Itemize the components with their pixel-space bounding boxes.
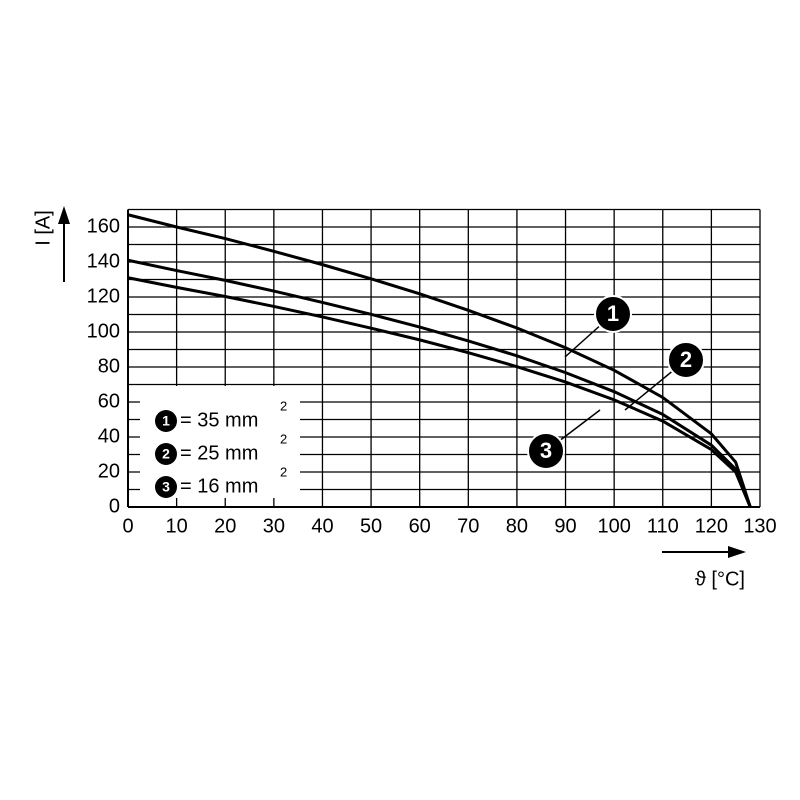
x-tick-label: 40 xyxy=(311,515,333,537)
legend-marker xyxy=(155,476,177,498)
y-tick-label: 100 xyxy=(87,320,120,342)
callout-label: 3 xyxy=(540,438,552,463)
y-arrow-head xyxy=(58,206,70,224)
legend-label: = 16 mm xyxy=(180,475,258,497)
callout-marker xyxy=(667,341,705,379)
legend-superscript: 2 xyxy=(280,398,287,413)
curve xyxy=(127,276,752,508)
legend-marker xyxy=(155,443,177,465)
y-tick-label: 60 xyxy=(98,390,120,412)
legend-superscript: 2 xyxy=(280,464,287,479)
legend-marker xyxy=(155,410,177,432)
y-tick-label: 160 xyxy=(87,215,120,237)
x-tick-label: 50 xyxy=(360,515,382,537)
x-tick-label: 130 xyxy=(743,515,776,537)
legend-label: = 35 mm xyxy=(180,409,258,431)
y-tick-label: 140 xyxy=(87,250,120,272)
x-tick-label: 80 xyxy=(506,515,528,537)
callout-marker xyxy=(527,432,565,470)
y-tick-label: 0 xyxy=(109,495,120,517)
x-tick-label: 100 xyxy=(597,515,630,537)
x-tick-label: 110 xyxy=(647,515,679,537)
x-tick-label: 90 xyxy=(554,515,576,537)
x-arrow-head xyxy=(728,546,746,558)
callout-label: 2 xyxy=(680,347,692,372)
legend-superscript: 2 xyxy=(280,431,287,446)
legend-key: 1 xyxy=(162,413,170,429)
legend-label: = 25 mm xyxy=(180,442,258,464)
callout-marker xyxy=(594,295,632,333)
x-tick-label: 30 xyxy=(263,515,285,537)
y-tick-label: 40 xyxy=(98,425,120,447)
x-tick-label: 10 xyxy=(165,515,187,537)
y-axis-label: I [A] xyxy=(32,210,54,246)
y-tick-label: 20 xyxy=(98,460,120,482)
x-tick-label: 120 xyxy=(695,515,728,537)
curve xyxy=(127,213,752,508)
x-tick-label: 0 xyxy=(122,515,133,537)
x-tick-label: 60 xyxy=(409,515,431,537)
callout-label: 1 xyxy=(607,301,619,326)
x-tick-label: 20 xyxy=(214,515,236,537)
y-tick-label: 80 xyxy=(98,355,120,377)
legend-key: 2 xyxy=(162,446,170,462)
curve xyxy=(127,258,752,508)
legend-key: 3 xyxy=(162,479,170,495)
x-tick-label: 70 xyxy=(457,515,479,537)
x-axis-label: ϑ [°C] xyxy=(695,568,745,590)
y-tick-label: 120 xyxy=(87,285,120,307)
